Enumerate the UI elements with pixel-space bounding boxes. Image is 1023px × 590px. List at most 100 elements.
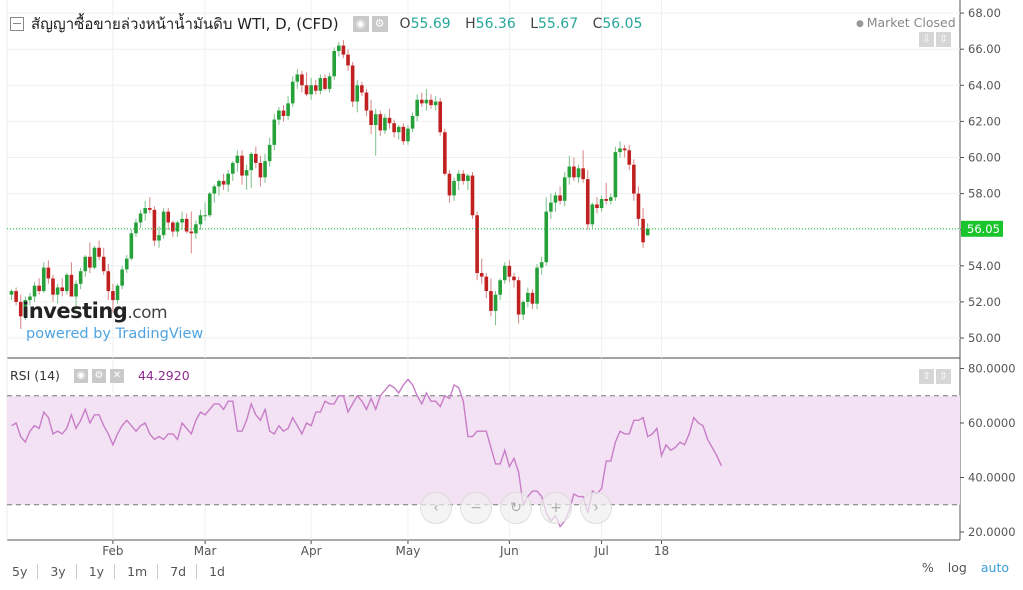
reset-icon[interactable]: − — [460, 492, 492, 524]
candle-body — [134, 222, 138, 234]
candle — [267, 137, 272, 167]
rsi-tick-label: 40.0000 — [968, 471, 1016, 485]
high-value: 56.36 — [475, 16, 516, 32]
candle — [470, 171, 475, 219]
candle — [502, 262, 507, 284]
range-3y[interactable]: 3y — [38, 563, 77, 579]
range-7d[interactable]: 7d — [158, 563, 198, 579]
candle-body — [267, 144, 272, 162]
arrow-right-icon[interactable]: › — [580, 492, 612, 524]
candle — [318, 74, 323, 95]
candle-body — [18, 301, 23, 317]
candle — [466, 173, 470, 190]
candle-body — [14, 291, 18, 302]
candle — [51, 274, 55, 302]
gear-icon[interactable]: ⚙ — [91, 368, 106, 383]
candle-body — [507, 265, 512, 277]
move-down-icon[interactable]: ⇩ — [919, 32, 934, 47]
candle-body — [392, 123, 396, 133]
candle-body — [387, 117, 392, 124]
maximize-icon[interactable]: ⇳ — [936, 32, 951, 47]
gear-icon[interactable]: ⚙ — [371, 16, 388, 32]
ohlc-values: O55.69 H56.36 L55.67 C56.05 — [400, 16, 653, 32]
range-5y[interactable]: 5y — [0, 563, 39, 579]
candle-body — [194, 224, 198, 234]
time-tick-label: 18 — [654, 544, 669, 558]
candle — [456, 170, 461, 190]
maximize-icon[interactable]: ⇳ — [936, 369, 951, 384]
range-selector: 5y 3y 1y 1m 7d 1d — [0, 563, 235, 579]
candle — [337, 41, 341, 57]
candle — [562, 171, 567, 207]
log-toggle[interactable]: log — [947, 560, 967, 575]
move-up-icon[interactable]: ⇧ — [919, 369, 934, 384]
refresh-icon[interactable]: ↻ — [500, 492, 532, 524]
candle-body — [562, 177, 567, 201]
candle — [378, 110, 383, 136]
candle — [194, 220, 198, 239]
candle-body — [419, 99, 424, 104]
rsi-label: RSI (14) — [10, 368, 60, 383]
candle — [323, 74, 327, 91]
auto-toggle[interactable]: auto — [980, 560, 1009, 575]
candle-body — [447, 173, 452, 196]
candle-body — [92, 247, 97, 268]
candle-body — [277, 110, 281, 120]
candle-body — [549, 202, 553, 212]
candle-body — [406, 128, 410, 142]
rsi-layer — [7, 378, 960, 528]
candle-body — [493, 294, 498, 311]
candle — [461, 170, 466, 185]
candle — [410, 112, 415, 133]
candle-body — [318, 78, 323, 91]
candle — [599, 195, 604, 212]
candle-body — [364, 92, 369, 111]
range-1m[interactable]: 1m — [115, 563, 159, 579]
candle — [88, 242, 92, 274]
candle — [124, 254, 129, 274]
candle-body — [645, 228, 650, 236]
candle — [101, 247, 106, 275]
candle-body — [535, 267, 539, 304]
candle-body — [429, 99, 433, 106]
zoom-in-icon[interactable]: + — [540, 492, 572, 524]
candle-body — [124, 258, 129, 270]
collapse-icon[interactable] — [10, 17, 24, 31]
rsi-tick-label: 20.0000 — [968, 525, 1016, 539]
eye-icon[interactable]: ◉ — [73, 368, 88, 383]
candle — [539, 256, 544, 275]
percent-toggle[interactable]: % — [921, 560, 934, 575]
close-icon[interactable]: ✕ — [109, 368, 124, 383]
candle-body — [65, 274, 69, 292]
candle-body — [627, 150, 632, 165]
candle — [203, 202, 207, 221]
candle — [92, 245, 97, 270]
candle — [309, 78, 313, 100]
candle-body — [226, 173, 230, 185]
candle — [479, 258, 484, 284]
candle-body — [83, 256, 88, 272]
candle-body — [148, 208, 152, 210]
price-tick-label: 54.00 — [968, 259, 1001, 273]
powered-by-link[interactable]: powered by TradingView — [26, 326, 204, 342]
range-1y[interactable]: 1y — [77, 563, 116, 579]
candle — [226, 170, 230, 192]
rsi-pane-controls: ⇧ ⇳ — [919, 369, 951, 384]
arrow-left-icon[interactable]: ‹ — [420, 492, 452, 524]
time-tick-label: Apr — [301, 544, 322, 558]
candle-body — [572, 166, 576, 178]
candle — [115, 283, 120, 304]
range-1d[interactable]: 1d — [209, 563, 225, 579]
price-tick-label: 58.00 — [968, 187, 1001, 201]
candle — [429, 94, 433, 109]
candle — [198, 209, 203, 230]
candle — [493, 291, 498, 326]
candle-body — [558, 195, 562, 201]
candle-body — [217, 180, 221, 187]
candle — [300, 70, 304, 93]
eye-icon[interactable]: ◉ — [352, 16, 369, 32]
time-tick-label: Jun — [499, 544, 519, 558]
candle-body — [636, 193, 641, 219]
